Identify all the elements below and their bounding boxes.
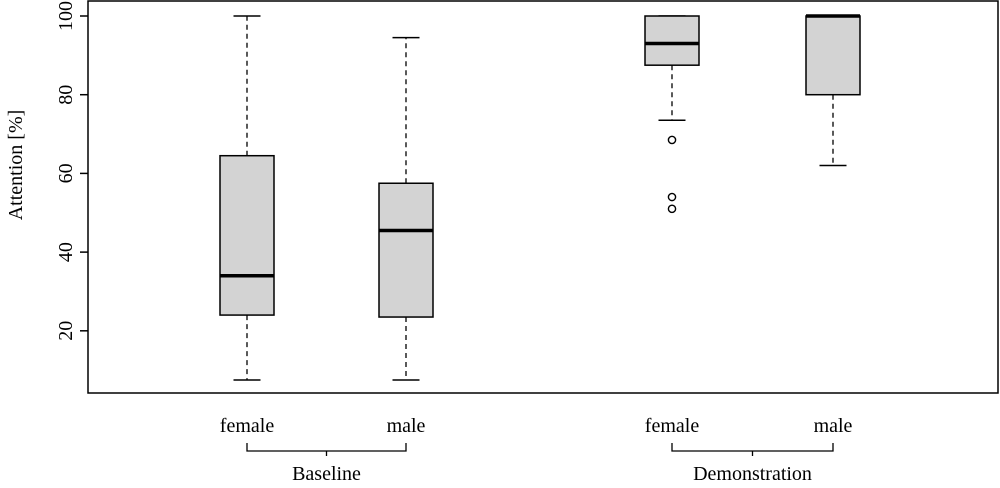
group-label: Baseline [292, 463, 361, 485]
y-tick-label: 80 [55, 85, 77, 105]
iqr-box [805, 15, 861, 96]
y-axis: 20 40 60 80 100 [55, 1, 88, 341]
group-bracket [246, 443, 407, 456]
box-baseline-female [219, 15, 275, 381]
group-bracket [671, 443, 834, 456]
x-axis-labels: female male female male [220, 415, 853, 437]
y-tick-label: 100 [55, 1, 77, 31]
outlier-point [667, 204, 677, 214]
y-axis-title: Attention [%] [5, 110, 27, 221]
group-label: Demonstration [693, 463, 812, 485]
group-brackets: Baseline Demonstration [246, 443, 834, 485]
x-category-label: female [645, 415, 700, 437]
outlier-point [667, 192, 677, 202]
x-category-label: male [814, 415, 853, 437]
box-baseline-male [378, 36, 434, 381]
plot-frame [87, 0, 999, 394]
outlier-point [667, 135, 677, 145]
x-category-label: male [387, 415, 426, 437]
box-demonstration-female [644, 15, 700, 214]
iqr-box [219, 154, 275, 316]
iqr-box [378, 182, 434, 318]
y-tick-label: 60 [55, 163, 77, 183]
y-tick-label: 40 [55, 242, 77, 262]
x-category-label: female [220, 415, 275, 437]
boxes-layer [219, 14, 861, 381]
iqr-box [644, 15, 700, 66]
y-tick-label: 20 [55, 321, 77, 341]
box-demonstration-male [805, 14, 861, 167]
